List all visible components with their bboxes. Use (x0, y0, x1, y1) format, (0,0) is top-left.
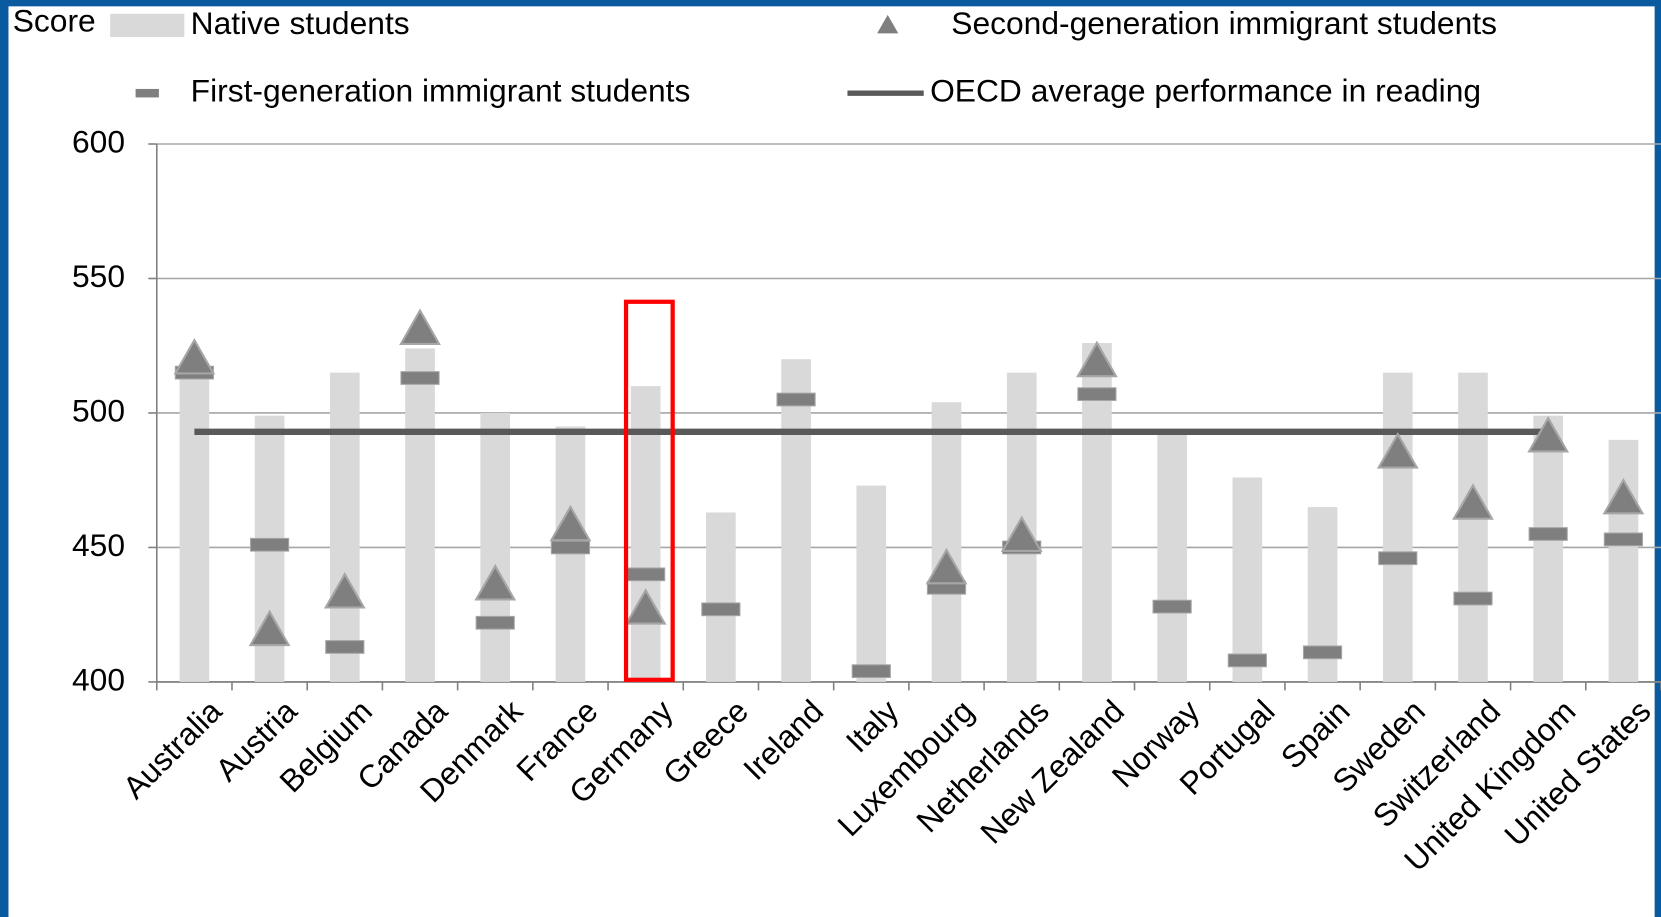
dash-marker (550, 540, 591, 555)
triangle-marker (474, 563, 517, 601)
bar (781, 359, 811, 682)
triangle-marker (173, 337, 216, 375)
bar (1157, 434, 1187, 682)
y-axis-label: Score (13, 3, 96, 39)
dash-marker (475, 615, 515, 630)
dash-marker (249, 537, 290, 552)
y-tick-label: 500 (72, 392, 125, 428)
triangle-marker (1076, 340, 1118, 378)
legend-label: OECD average performance in reading (930, 73, 1481, 109)
legend-label: First-generation immigrant students (191, 73, 691, 109)
dash-marker (1453, 591, 1493, 606)
y-tick-label: 600 (72, 123, 125, 159)
triangle-marker (248, 609, 291, 647)
dash-marker (851, 664, 891, 679)
dash-marker (1603, 532, 1643, 547)
triangle-marker (323, 571, 366, 609)
dash-marker (1227, 653, 1267, 668)
legend-label: Native students (191, 5, 410, 41)
legend-swatch (135, 88, 159, 98)
bar (329, 372, 360, 682)
bar (1232, 477, 1263, 682)
dash-marker (701, 602, 741, 617)
bar (630, 386, 661, 682)
bar (856, 485, 887, 682)
dash-marker (325, 640, 365, 654)
dash-marker (400, 371, 440, 385)
highlight-box (623, 299, 675, 682)
triangle-marker (1000, 515, 1043, 553)
bar (1608, 439, 1639, 682)
bar (706, 512, 736, 682)
dash-marker (1378, 551, 1418, 566)
y-tick-label: 450 (72, 527, 125, 563)
dash-marker (1528, 527, 1568, 541)
triangle-marker (1527, 415, 1570, 453)
bar (1533, 415, 1564, 682)
bar (179, 372, 210, 682)
y-tick-label: 400 (72, 661, 125, 697)
y-tick-label: 550 (72, 258, 125, 294)
bar (405, 348, 435, 682)
bar (480, 412, 511, 682)
triangle-marker (925, 547, 968, 585)
bar (1458, 372, 1488, 682)
triangle-marker (1376, 432, 1419, 469)
triangle-marker (399, 308, 441, 345)
legend-label: Second-generation immigrant students (951, 5, 1497, 41)
triangle-marker (1452, 483, 1494, 520)
dash-marker (1077, 387, 1117, 402)
bar (931, 402, 962, 682)
triangle-marker (624, 588, 667, 625)
legend-swatch (877, 14, 899, 34)
triangle-marker (1602, 477, 1645, 515)
dash-marker (1152, 599, 1192, 614)
triangle-marker (549, 504, 592, 542)
dash-marker (776, 392, 816, 407)
dash-marker (626, 567, 666, 582)
bar (1382, 372, 1413, 682)
legend-swatch (110, 13, 185, 38)
dash-marker (1302, 645, 1343, 660)
